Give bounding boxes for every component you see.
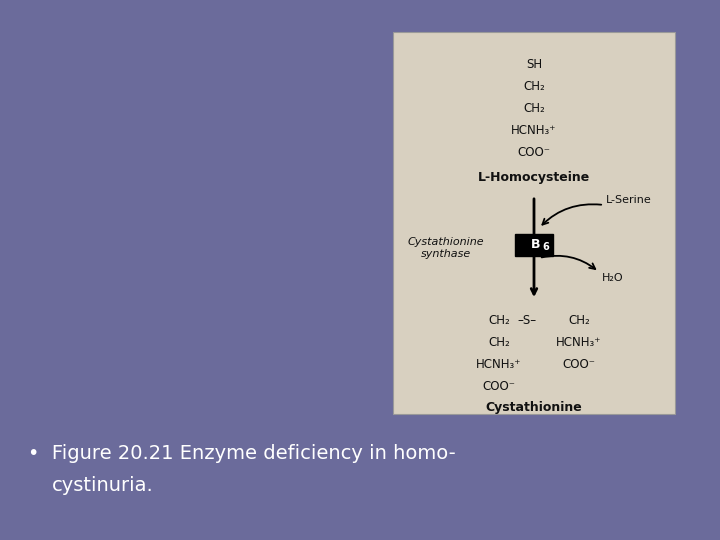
Text: 6: 6 (543, 242, 549, 252)
Text: COO⁻: COO⁻ (518, 146, 551, 159)
Bar (515, 234, 553, 256)
Text: L-Homocysteine: L-Homocysteine (478, 172, 590, 185)
Text: •  Figure 20.21 Enzyme deficiency in homo-: • Figure 20.21 Enzyme deficiency in homo… (28, 444, 456, 463)
Text: Cystathionine: Cystathionine (485, 402, 582, 415)
Text: HCNH₃⁺: HCNH₃⁺ (511, 125, 557, 138)
Text: COO⁻: COO⁻ (562, 357, 595, 370)
Text: Cystathionine
synthase: Cystathionine synthase (408, 237, 485, 259)
Text: –S–: –S– (518, 314, 536, 327)
Text: H₂O: H₂O (602, 273, 624, 283)
Text: COO⁻: COO⁻ (482, 380, 516, 393)
Text: cystinuria.: cystinuria. (52, 476, 154, 495)
Text: B: B (531, 238, 541, 251)
Text: HCNH₃⁺: HCNH₃⁺ (477, 357, 522, 370)
Text: CH₂: CH₂ (523, 80, 545, 93)
Text: HCNH₃⁺: HCNH₃⁺ (557, 335, 602, 348)
Text: CH₂: CH₂ (568, 314, 590, 327)
Bar (393, 32, 675, 414)
Text: CH₂: CH₂ (488, 335, 510, 348)
Text: CH₂: CH₂ (523, 103, 545, 116)
Text: SH: SH (526, 58, 542, 71)
Text: L-Serine: L-Serine (606, 195, 652, 205)
Text: CH₂: CH₂ (488, 314, 510, 327)
